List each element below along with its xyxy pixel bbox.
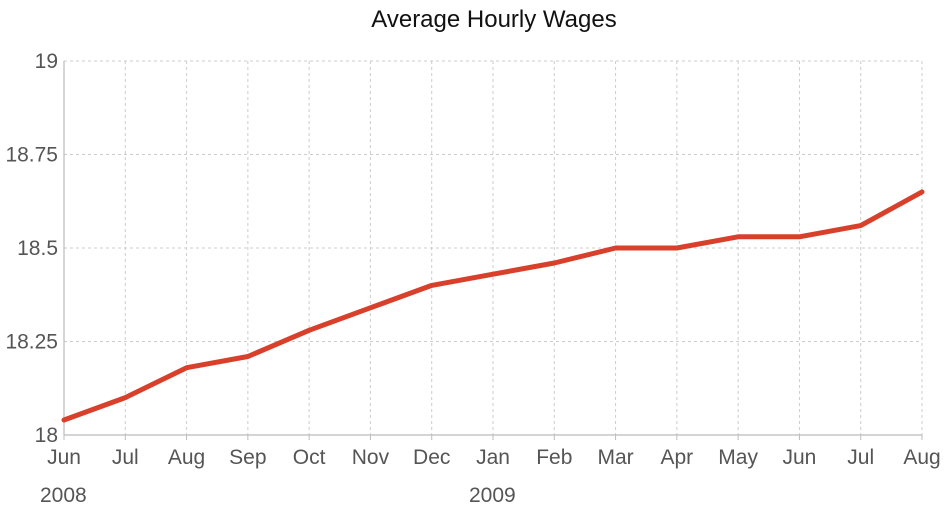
x-tick-label: May (718, 446, 758, 469)
y-tick-label: 18.75 (5, 144, 58, 167)
y-tick-label: 19 (35, 50, 58, 73)
tick-label-layer: 18 18.25 18.5 18.75 19 Jun Jul Aug Sep Oct Nov Dec J… (5, 50, 940, 507)
x-tick-label: Jun (47, 446, 81, 469)
y-tick-label: 18.5 (17, 237, 58, 260)
grid-layer (64, 60, 923, 435)
series-line (61, 189, 925, 423)
series-layer (61, 189, 925, 423)
axis-layer (63, 61, 923, 440)
y-tick-label: 18 (35, 424, 58, 447)
year-label: 2008 (40, 484, 87, 507)
x-tick-label: Aug (903, 446, 940, 469)
x-tick-label: Jul (847, 446, 874, 469)
x-tick-label: Dec (413, 446, 450, 469)
x-tick-label: Apr (661, 446, 694, 469)
x-tick-label: Sep (229, 446, 266, 469)
y-tick-label: 18.25 (5, 331, 58, 354)
x-tick-label: Jun (782, 446, 816, 469)
year-label: 2009 (469, 484, 516, 507)
x-tick-label: Jul (112, 446, 139, 469)
x-tick-label: Feb (536, 446, 572, 469)
x-tick-label: Jan (476, 446, 510, 469)
x-tick-label: Oct (293, 446, 326, 469)
x-tick-label: Aug (168, 446, 205, 469)
x-tick-label: Mar (597, 446, 633, 469)
x-tick-label: Nov (352, 446, 390, 469)
chart-title: Average Hourly Wages (371, 6, 617, 33)
